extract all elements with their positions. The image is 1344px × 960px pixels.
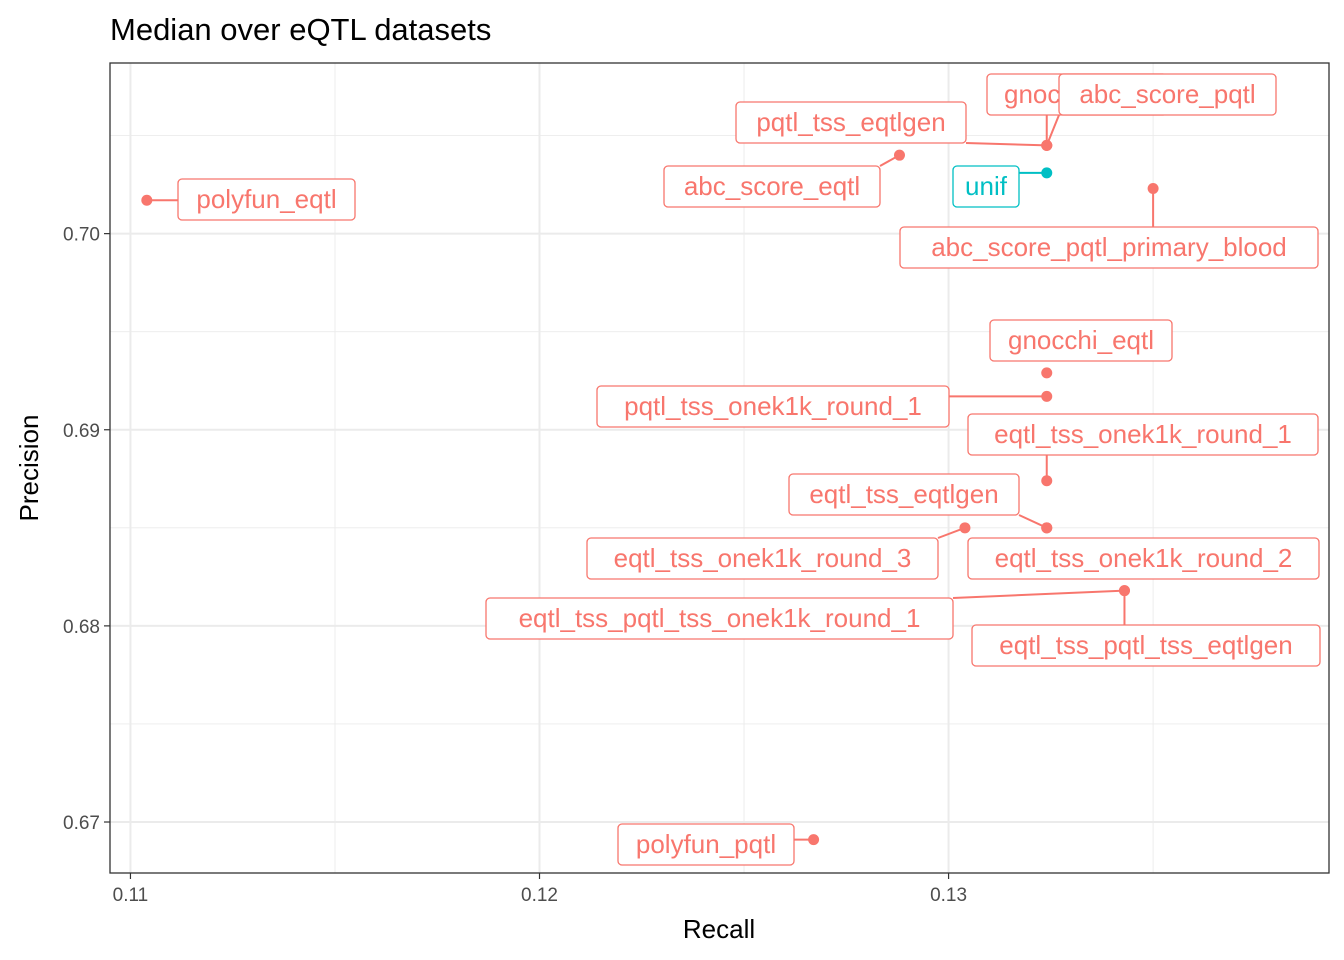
point-label-box (967, 413, 1319, 456)
point-label-box (177, 178, 356, 221)
point-label-box (735, 101, 967, 144)
point-label: pqtl_tss_eqtlgen (735, 101, 967, 144)
point-label-text: eqtl_tss_pqtl_tss_onek1k_round_1 (519, 603, 921, 633)
point-label-text: gnocchi_eqtl (1008, 325, 1154, 355)
point-label-box (617, 823, 795, 866)
point-label: abc_score_pqtl (1058, 73, 1277, 116)
data-point (959, 522, 971, 534)
data-point (1041, 390, 1053, 402)
x-tick-label: 0.11 (113, 885, 149, 906)
point-label-box (989, 319, 1173, 362)
data-point (1041, 475, 1053, 487)
point-label: gnocchi_eqtl (989, 319, 1173, 362)
point-label-box (952, 165, 1020, 208)
point-label-text: abc_score_pqtl (1079, 79, 1255, 109)
point-label-text: eqtl_tss_onek1k_round_3 (614, 543, 912, 573)
point-labels: polyfun_eqtl abc_score_eqtl pqtl_tss_eqtlg… (146, 73, 1321, 866)
point-label-box (663, 165, 881, 208)
data-point (1041, 167, 1053, 179)
point-label: eqtl_tss_pqtl_tss_eqtlgen (971, 624, 1321, 667)
y-axis: 0.67 0.68 0.69 0.70 (63, 225, 110, 834)
data-point (1041, 522, 1053, 534)
point-label-box (967, 537, 1320, 580)
point-label-text: abc_score_pqtl_primary_blood (931, 232, 1287, 262)
label-leader-line (965, 142, 1047, 147)
point-label-text: polyfun_pqtl (636, 829, 776, 859)
point-label: abc_score_eqtl (663, 165, 881, 208)
data-point (1147, 183, 1159, 195)
point-label-text: eqtl_tss_onek1k_round_1 (994, 419, 1292, 449)
point-label: unif (952, 165, 1020, 208)
point-label-box (971, 624, 1321, 667)
point-label-text: polyfun_eqtl (196, 184, 336, 214)
point-label-box (596, 385, 950, 428)
point-label-text: unif (965, 171, 1008, 201)
point-label: pqtl_tss_onek1k_round_1 (596, 385, 950, 428)
point-label-box (899, 226, 1319, 269)
y-tick-label: 0.68 (63, 617, 100, 638)
label-leader-line (952, 589, 1125, 599)
point-label: eqtl_tss_onek1k_round_2 (967, 537, 1320, 580)
point-label-text: abc_score_eqtl (684, 171, 860, 201)
data-point (808, 834, 820, 846)
y-tick-label: 0.70 (63, 225, 100, 246)
x-tick-label: 0.12 (521, 885, 558, 906)
point-label: polyfun_eqtl (177, 178, 356, 221)
x-axis-title: Recall (683, 914, 755, 944)
data-point (893, 149, 905, 161)
chart-title: Median over eQTL datasets (110, 12, 491, 47)
point-label-box (788, 473, 1020, 516)
data-points (141, 139, 1159, 846)
point-label: polyfun_pqtl (617, 823, 795, 866)
y-tick-label: 0.67 (63, 813, 100, 834)
point-label-text: eqtl_tss_onek1k_round_2 (995, 543, 1293, 573)
point-label-text: pqtl_tss_onek1k_round_1 (624, 391, 922, 421)
point-label: eqtl_tss_onek1k_round_1 (967, 413, 1319, 456)
point-label: eqtl_tss_onek1k_round_3 (586, 537, 939, 580)
point-label-text: eqtl_tss_eqtlgen (809, 479, 998, 509)
point-label: eqtl_tss_pqtl_tss_onek1k_round_1 (485, 597, 954, 640)
x-axis: 0.11 0.12 0.13 (113, 873, 967, 906)
point-label-box (586, 537, 939, 580)
data-point (1118, 585, 1130, 597)
point-label-text: eqtl_tss_pqtl_tss_eqtlgen (999, 630, 1292, 660)
y-axis-title: Precision (14, 415, 44, 522)
point-label-box (1058, 73, 1277, 116)
x-tick-label: 0.13 (930, 885, 967, 906)
point-label: eqtl_tss_eqtlgen (788, 473, 1020, 516)
point-label-box (485, 597, 954, 640)
y-tick-label: 0.69 (63, 421, 100, 442)
point-label-text: pqtl_tss_eqtlgen (756, 107, 945, 137)
point-label: abc_score_pqtl_primary_blood (899, 226, 1319, 269)
data-point (1041, 139, 1053, 151)
data-point (1041, 367, 1053, 379)
data-point (141, 194, 153, 206)
panel-border (109, 62, 1330, 874)
